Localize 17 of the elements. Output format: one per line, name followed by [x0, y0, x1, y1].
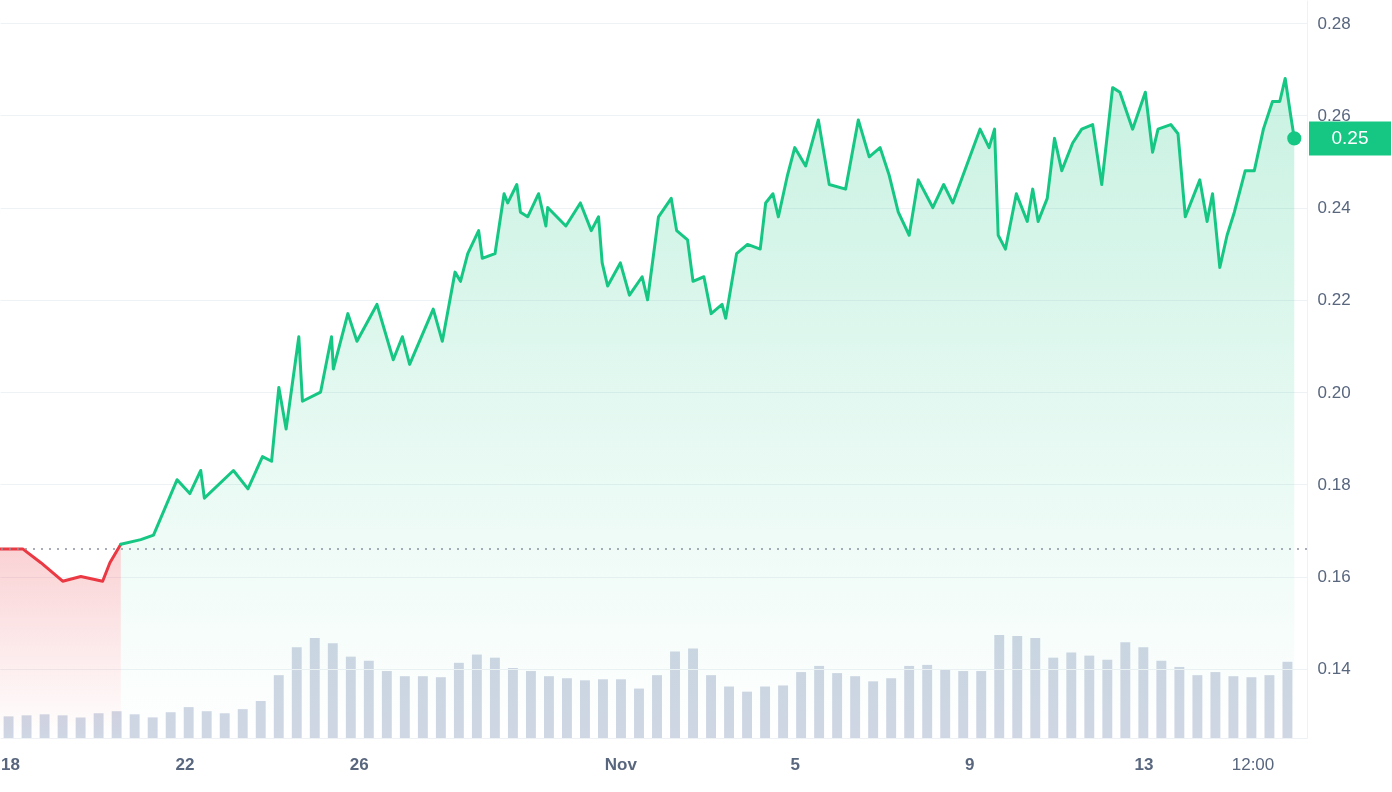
- x-tick-label: 26: [349, 754, 369, 774]
- y-tick-label: 0.18: [1317, 474, 1351, 494]
- y-tick-label: 0.14: [1317, 659, 1351, 679]
- y-tick-label: 0.26: [1317, 105, 1351, 125]
- y-tick-label: 0.20: [1317, 382, 1351, 402]
- y-tick-label: 0.22: [1317, 290, 1351, 310]
- x-tick-label: 22: [175, 754, 195, 774]
- y-tick-label: 0.16: [1317, 567, 1351, 587]
- x-tick-label: 18: [1, 754, 20, 774]
- annotation: 0.25: [1331, 127, 1369, 149]
- y-tick-label: 0.24: [1317, 198, 1351, 218]
- x-tick-label: 5: [790, 754, 800, 774]
- x-tick-label: 12:00: [1231, 754, 1275, 774]
- x-tick-label: 9: [964, 754, 975, 774]
- y-tick-label: 0.28: [1317, 13, 1351, 33]
- x-tick-label: Nov: [604, 754, 638, 774]
- x-tick-label: 13: [1134, 754, 1154, 774]
